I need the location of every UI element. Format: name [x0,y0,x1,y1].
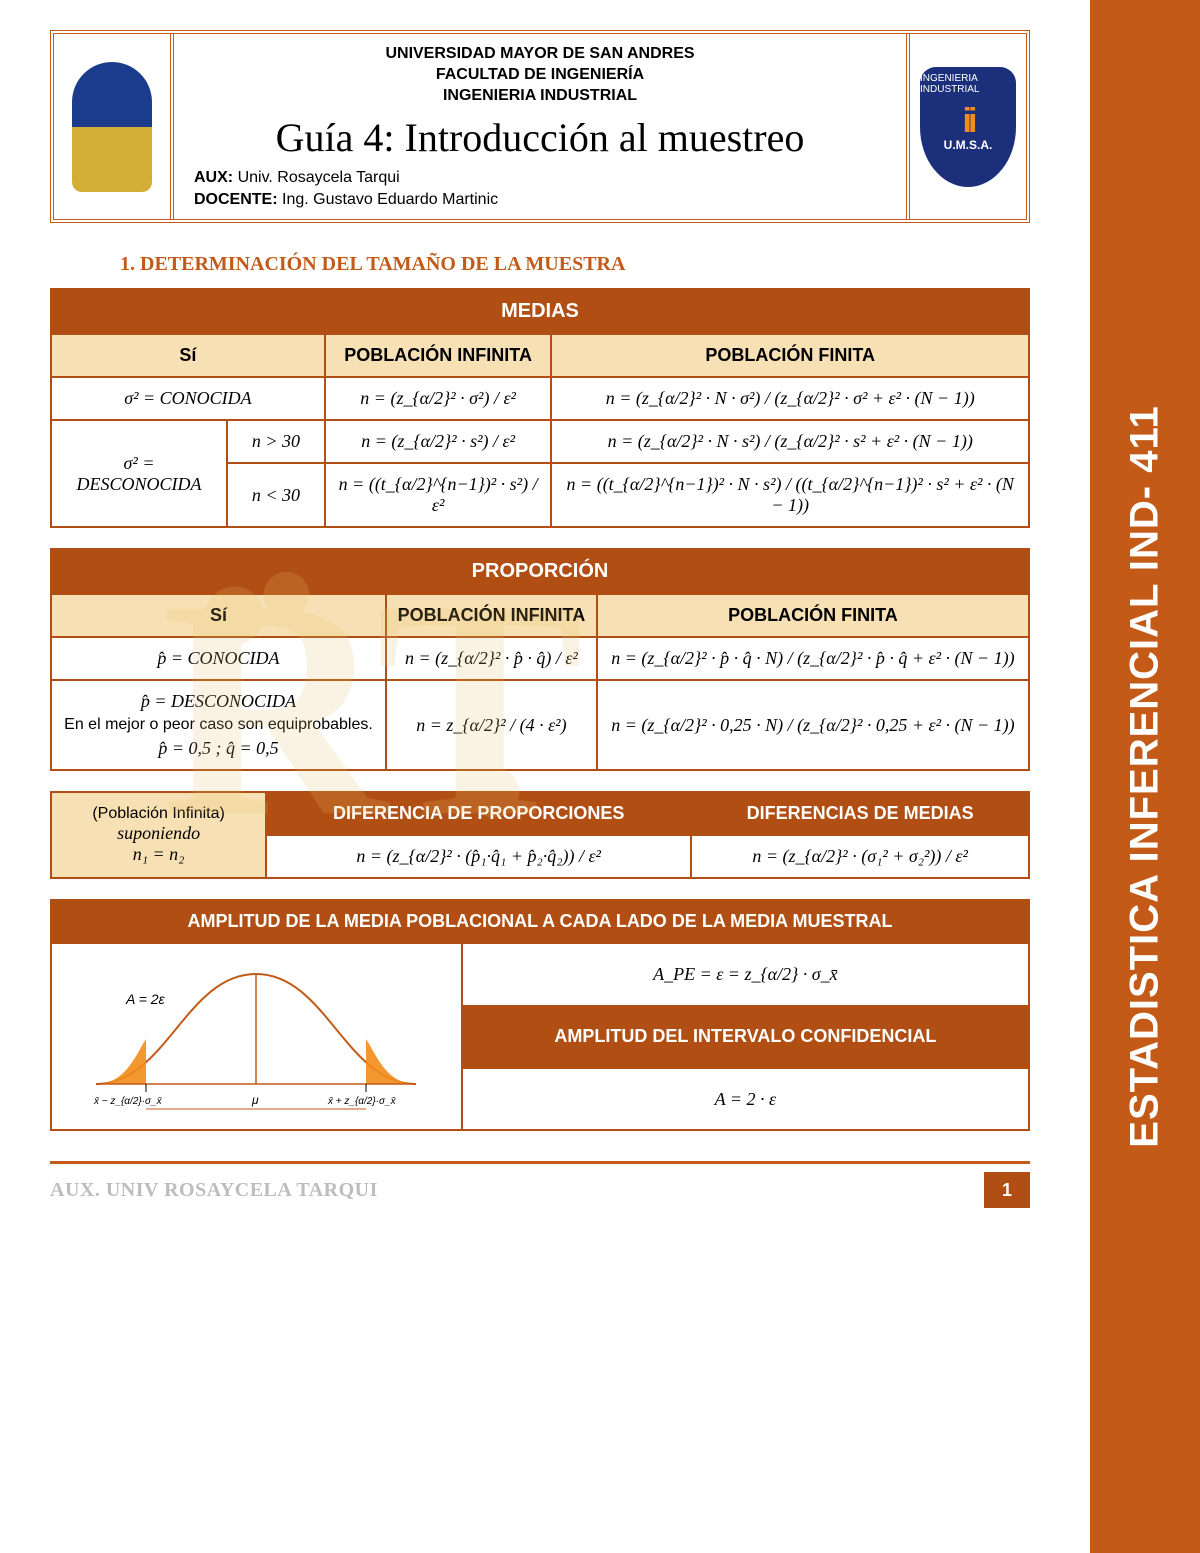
table-diferencias: (Población Infinita) suponiendo n₁ = n₂ … [50,791,1030,879]
amp-curve-cell: A = 2ε x̄ − z_{α/2}·σ_x̄ μ x̄ + z_{α/2}·… [51,943,462,1130]
svg-text:x̄ + z_{α/2}·σ_x̄: x̄ + z_{α/2}·σ_x̄ [327,1096,397,1107]
medias-r2a-fin: n = (z_{α/2}² · N · s²) / (z_{α/2}² · s²… [551,420,1029,463]
logo-umsa-cell [54,34,174,219]
header-box: UNIVERSIDAD MAYOR DE SAN ANDRES FACULTAD… [50,30,1030,223]
bell-curve-icon: A = 2ε x̄ − z_{α/2}·σ_x̄ μ x̄ + z_{α/2}·… [76,954,436,1114]
prop-r2-c1a: p̂ = DESCONOCIDA [60,691,377,712]
medias-r2-label: σ² = DESCONOCIDA [51,420,227,527]
ii-umsa-text: U.M.S.A. [944,138,993,152]
medias-r2a-cond: n > 30 [227,420,325,463]
amp-f-ape: A_PE = ε = z_{α/2} · σ_x̄ [462,943,1029,1005]
aux-line: AUX: Univ. Rosaycela Tarqui [194,169,886,187]
diff-f-prop: n = (z_{α/2}² · (p̂₁·q̂₁ + p̂₂·q̂₂)) / ε… [266,835,691,878]
diff-l1: (Población Infinita) [62,805,255,823]
table-medias: MEDIAS Sí POBLACIÓN INFINITA POBLACIÓN F… [50,288,1030,528]
ii-shield-icon: INGENIERIA INDUSTRIAL ii U.M.S.A. [920,67,1016,187]
prop-col-inf: POBLACIÓN INFINITA [386,594,597,637]
prop-title: PROPORCIÓN [51,549,1029,594]
diff-l2: suponiendo [62,823,255,844]
uni-line3: INGENIERIA INDUSTRIAL [194,86,886,107]
uni-line1: UNIVERSIDAD MAYOR DE SAN ANDRES [194,44,886,65]
medias-r2a-inf: n = (z_{α/2}² · s²) / ε² [325,420,552,463]
medias-r1-inf: n = (z_{α/2}² · σ²) / ε² [325,377,552,420]
svg-text:x̄ − z_{α/2}·σ_x̄: x̄ − z_{α/2}·σ_x̄ [93,1096,163,1107]
svg-text:μ: μ [251,1093,259,1107]
ii-arc-text: INGENIERIA INDUSTRIAL [920,73,1016,95]
aux-label: AUX: [194,169,233,186]
aux-value: Univ. Rosaycela Tarqui [238,169,400,186]
medias-col-si: Sí [51,334,325,377]
medias-title: MEDIAS [51,289,1029,334]
medias-r1-c1: σ² = CONOCIDA [51,377,325,420]
table-proporcion: PROPORCIÓN Sí POBLACIÓN INFINITA POBLACI… [50,548,1030,771]
prop-r2-c1c: p̂ = 0,5 ; q̂ = 0,5 [60,738,377,759]
table-amplitud: AMPLITUD DE LA MEDIA POBLACIONAL A CADA … [50,899,1030,1131]
svg-text:ε: ε [196,1111,202,1114]
prop-r2-c1: p̂ = DESCONOCIDA En el mejor o peor caso… [51,680,386,770]
ii-dots: ii [963,111,974,131]
medias-col-fin: POBLACIÓN FINITA [551,334,1029,377]
page-number: 1 [984,1172,1030,1208]
curve-A-label: A = 2ε [125,991,166,1007]
uni-line2: FACULTAD DE INGENIERÍA [194,65,886,86]
uni-name: UNIVERSIDAD MAYOR DE SAN ANDRES FACULTAD… [194,44,886,106]
prop-col-si: Sí [51,594,386,637]
medias-r2b-cond: n < 30 [227,463,325,527]
medias-r2b-inf: n = ((t_{α/2}^{n−1})² · s²) / ε² [325,463,552,527]
diff-l3: n₁ = n₂ [62,844,255,865]
prop-r1-fin: n = (z_{α/2}² · p̂ · q̂ · N) / (z_{α/2}²… [597,637,1029,680]
amp-h-conf: AMPLITUD DEL INTERVALO CONFIDENCIAL [462,1006,1029,1068]
prop-r2-fin: n = (z_{α/2}² · 0,25 · N) / (z_{α/2}² · … [597,680,1029,770]
diff-f-med: n = (z_{α/2}² · (σ₁² + σ₂²)) / ε² [691,835,1029,878]
umsa-shield-icon [72,62,152,192]
svg-text:ε: ε [306,1111,312,1114]
logo-ii-cell: INGENIERIA INDUSTRIAL ii U.M.S.A. [906,34,1026,219]
sec1-num: 1. [120,253,135,275]
sec1-text: DETERMINACIÓN DEL TAMAÑO DE LA MUESTRA [140,253,625,275]
prop-r2-inf: n = z_{α/2}² / (4 · ε²) [386,680,597,770]
prop-r1-c1: p̂ = CONOCIDA [51,637,386,680]
guide-title: Guía 4: Introducción al muestreo [194,114,886,161]
docente-line: DOCENTE: Ing. Gustavo Eduardo Martinic [194,191,886,209]
docente-value: Ing. Gustavo Eduardo Martinic [282,191,498,208]
amp-f-conf: A = 2 · ε [462,1068,1029,1130]
side-band: ESTADISTICA INFERENCIAL IND- 411 [1090,0,1200,1553]
diff-left: (Población Infinita) suponiendo n₁ = n₂ [51,792,266,878]
docente-label: DOCENTE: [194,191,278,208]
prop-r2-c1b: En el mejor o peor caso son equiprobable… [60,716,377,734]
footer: AUX. UNIV ROSAYCELA TARQUI 1 [50,1161,1030,1208]
side-title: ESTADISTICA INFERENCIAL IND- 411 [1123,405,1168,1147]
prop-col-fin: POBLACIÓN FINITA [597,594,1029,637]
section-1-title: 1. DETERMINACIÓN DEL TAMAÑO DE LA MUESTR… [120,253,1030,276]
diff-h-prop: DIFERENCIA DE PROPORCIONES [266,792,691,835]
medias-r2b-fin: n = ((t_{α/2}^{n−1})² · N · s²) / ((t_{α… [551,463,1029,527]
diff-h-med: DIFERENCIAS DE MEDIAS [691,792,1029,835]
medias-col-inf: POBLACIÓN INFINITA [325,334,552,377]
header-mid: UNIVERSIDAD MAYOR DE SAN ANDRES FACULTAD… [174,34,906,219]
prop-r1-inf: n = (z_{α/2}² · p̂ · q̂) / ε² [386,637,597,680]
footer-name: AUX. UNIV ROSAYCELA TARQUI [50,1179,378,1202]
amp-title: AMPLITUD DE LA MEDIA POBLACIONAL A CADA … [51,900,1029,943]
medias-r1-fin: n = (z_{α/2}² · N · σ²) / (z_{α/2}² · σ²… [551,377,1029,420]
